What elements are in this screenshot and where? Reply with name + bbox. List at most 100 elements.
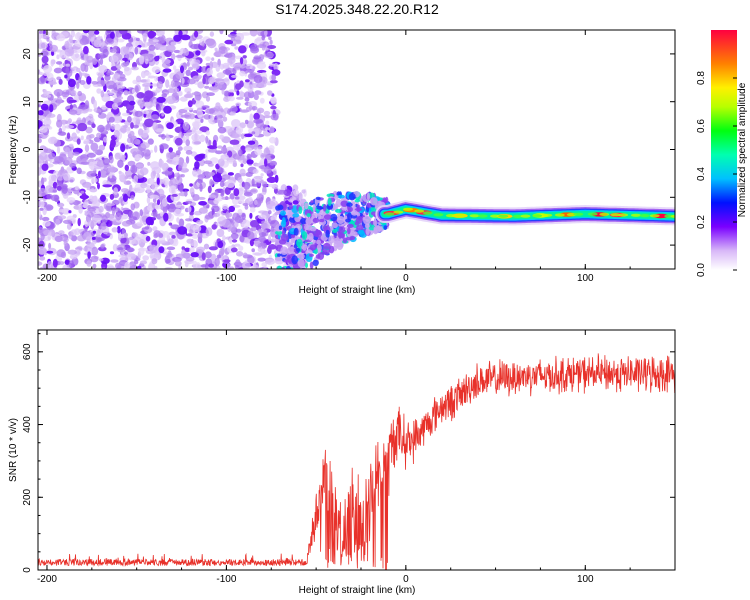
- noise-blob: [164, 50, 172, 58]
- noise-blob: [243, 181, 251, 190]
- noise-blob: [156, 177, 160, 185]
- carrier-fleck: [433, 213, 444, 217]
- colorbar-tick-label: 0.6: [696, 119, 707, 133]
- noise-blob: [66, 197, 76, 203]
- noise-blob: [236, 96, 244, 100]
- transition-blob: [309, 261, 314, 269]
- noise-blob: [152, 226, 158, 232]
- noise-blob: [250, 226, 257, 232]
- noise-blob: [84, 64, 89, 73]
- noise-blob: [38, 180, 42, 188]
- noise-blob: [263, 115, 271, 119]
- noise-blob: [236, 251, 244, 257]
- noise-blob: [183, 145, 193, 152]
- transition-blob: [316, 239, 321, 245]
- noise-blob: [249, 239, 254, 247]
- noise-blob: [191, 121, 201, 128]
- transition-blob: [346, 202, 353, 207]
- noise-blob: [289, 197, 297, 201]
- noise-blob: [158, 246, 165, 254]
- noise-blob: [67, 78, 76, 88]
- transition-blob: [334, 237, 338, 245]
- noise-blob: [197, 232, 203, 240]
- noise-blob: [77, 122, 88, 132]
- noise-blob: [269, 162, 276, 166]
- noise-blob: [149, 194, 160, 199]
- noise-blob: [228, 237, 233, 245]
- noise-blob: [169, 203, 176, 209]
- noise-blob: [269, 39, 273, 45]
- noise-blob: [185, 223, 193, 231]
- noise-blob: [74, 53, 80, 58]
- noise-blob: [240, 163, 244, 168]
- noise-blob: [206, 92, 215, 96]
- noise-blob: [247, 255, 255, 264]
- noise-blob: [178, 218, 185, 228]
- noise-blob: [110, 138, 116, 148]
- noise-blob: [268, 244, 277, 250]
- noise-blob: [154, 205, 161, 210]
- noise-blob: [47, 78, 53, 82]
- noise-blob: [147, 138, 154, 145]
- noise-blob: [100, 194, 106, 202]
- noise-blob: [89, 185, 96, 190]
- noise-blob: [242, 252, 248, 259]
- noise-blob: [86, 76, 92, 85]
- noise-blob: [258, 61, 266, 65]
- carrier-fleck: [393, 210, 404, 214]
- noise-blob: [166, 246, 176, 251]
- noise-blob: [171, 53, 176, 61]
- noise-blob: [207, 145, 218, 150]
- noise-blob: [170, 41, 177, 46]
- transition-blob: [288, 205, 294, 210]
- transition-blob: [302, 273, 305, 281]
- noise-blob: [208, 194, 217, 199]
- transition-blob: [312, 204, 316, 212]
- noise-blob: [79, 104, 89, 110]
- noise-blob: [245, 79, 250, 83]
- transition-blob: [297, 258, 305, 268]
- noise-blob: [222, 235, 226, 242]
- noise-blob: [241, 133, 245, 140]
- noise-blob: [38, 120, 43, 128]
- noise-blob: [79, 38, 89, 46]
- noise-blob: [177, 226, 188, 235]
- noise-blob: [109, 31, 115, 40]
- noise-blob: [200, 118, 204, 124]
- noise-blob: [226, 146, 234, 152]
- carrier-fleck: [512, 214, 523, 218]
- transition-blob: [291, 271, 295, 277]
- noise-blob: [246, 159, 254, 165]
- noise-blob: [264, 158, 268, 167]
- noise-blob: [136, 92, 145, 99]
- noise-blob: [71, 45, 79, 50]
- spectrogram-ylabel: Frequency (Hz): [8, 116, 19, 185]
- noise-blob: [180, 174, 185, 178]
- noise-blob: [217, 126, 227, 134]
- noise-blob: [43, 177, 47, 182]
- noise-blob: [96, 229, 101, 238]
- noise-blob: [59, 261, 65, 265]
- noise-blob: [69, 104, 73, 110]
- noise-blob: [86, 55, 94, 63]
- transition-blob: [274, 230, 283, 235]
- noise-blob: [251, 264, 260, 269]
- snr-ylabel: SNR (10 * v/v): [8, 418, 19, 482]
- noise-blob: [48, 242, 52, 250]
- noise-blob: [128, 236, 134, 241]
- transition-blob: [342, 237, 348, 244]
- noise-blob: [277, 189, 287, 195]
- noise-blob: [149, 244, 158, 254]
- noise-blob: [156, 81, 163, 89]
- noise-blob: [254, 148, 263, 156]
- noise-blob: [180, 65, 184, 74]
- noise-blob: [209, 31, 215, 37]
- noise-blob: [127, 126, 131, 132]
- noise-blob: [121, 253, 127, 260]
- noise-blob: [111, 103, 119, 110]
- transition-blob: [347, 212, 352, 221]
- noise-blob: [98, 144, 106, 151]
- noise-blob: [113, 187, 119, 195]
- noise-blob: [201, 49, 206, 57]
